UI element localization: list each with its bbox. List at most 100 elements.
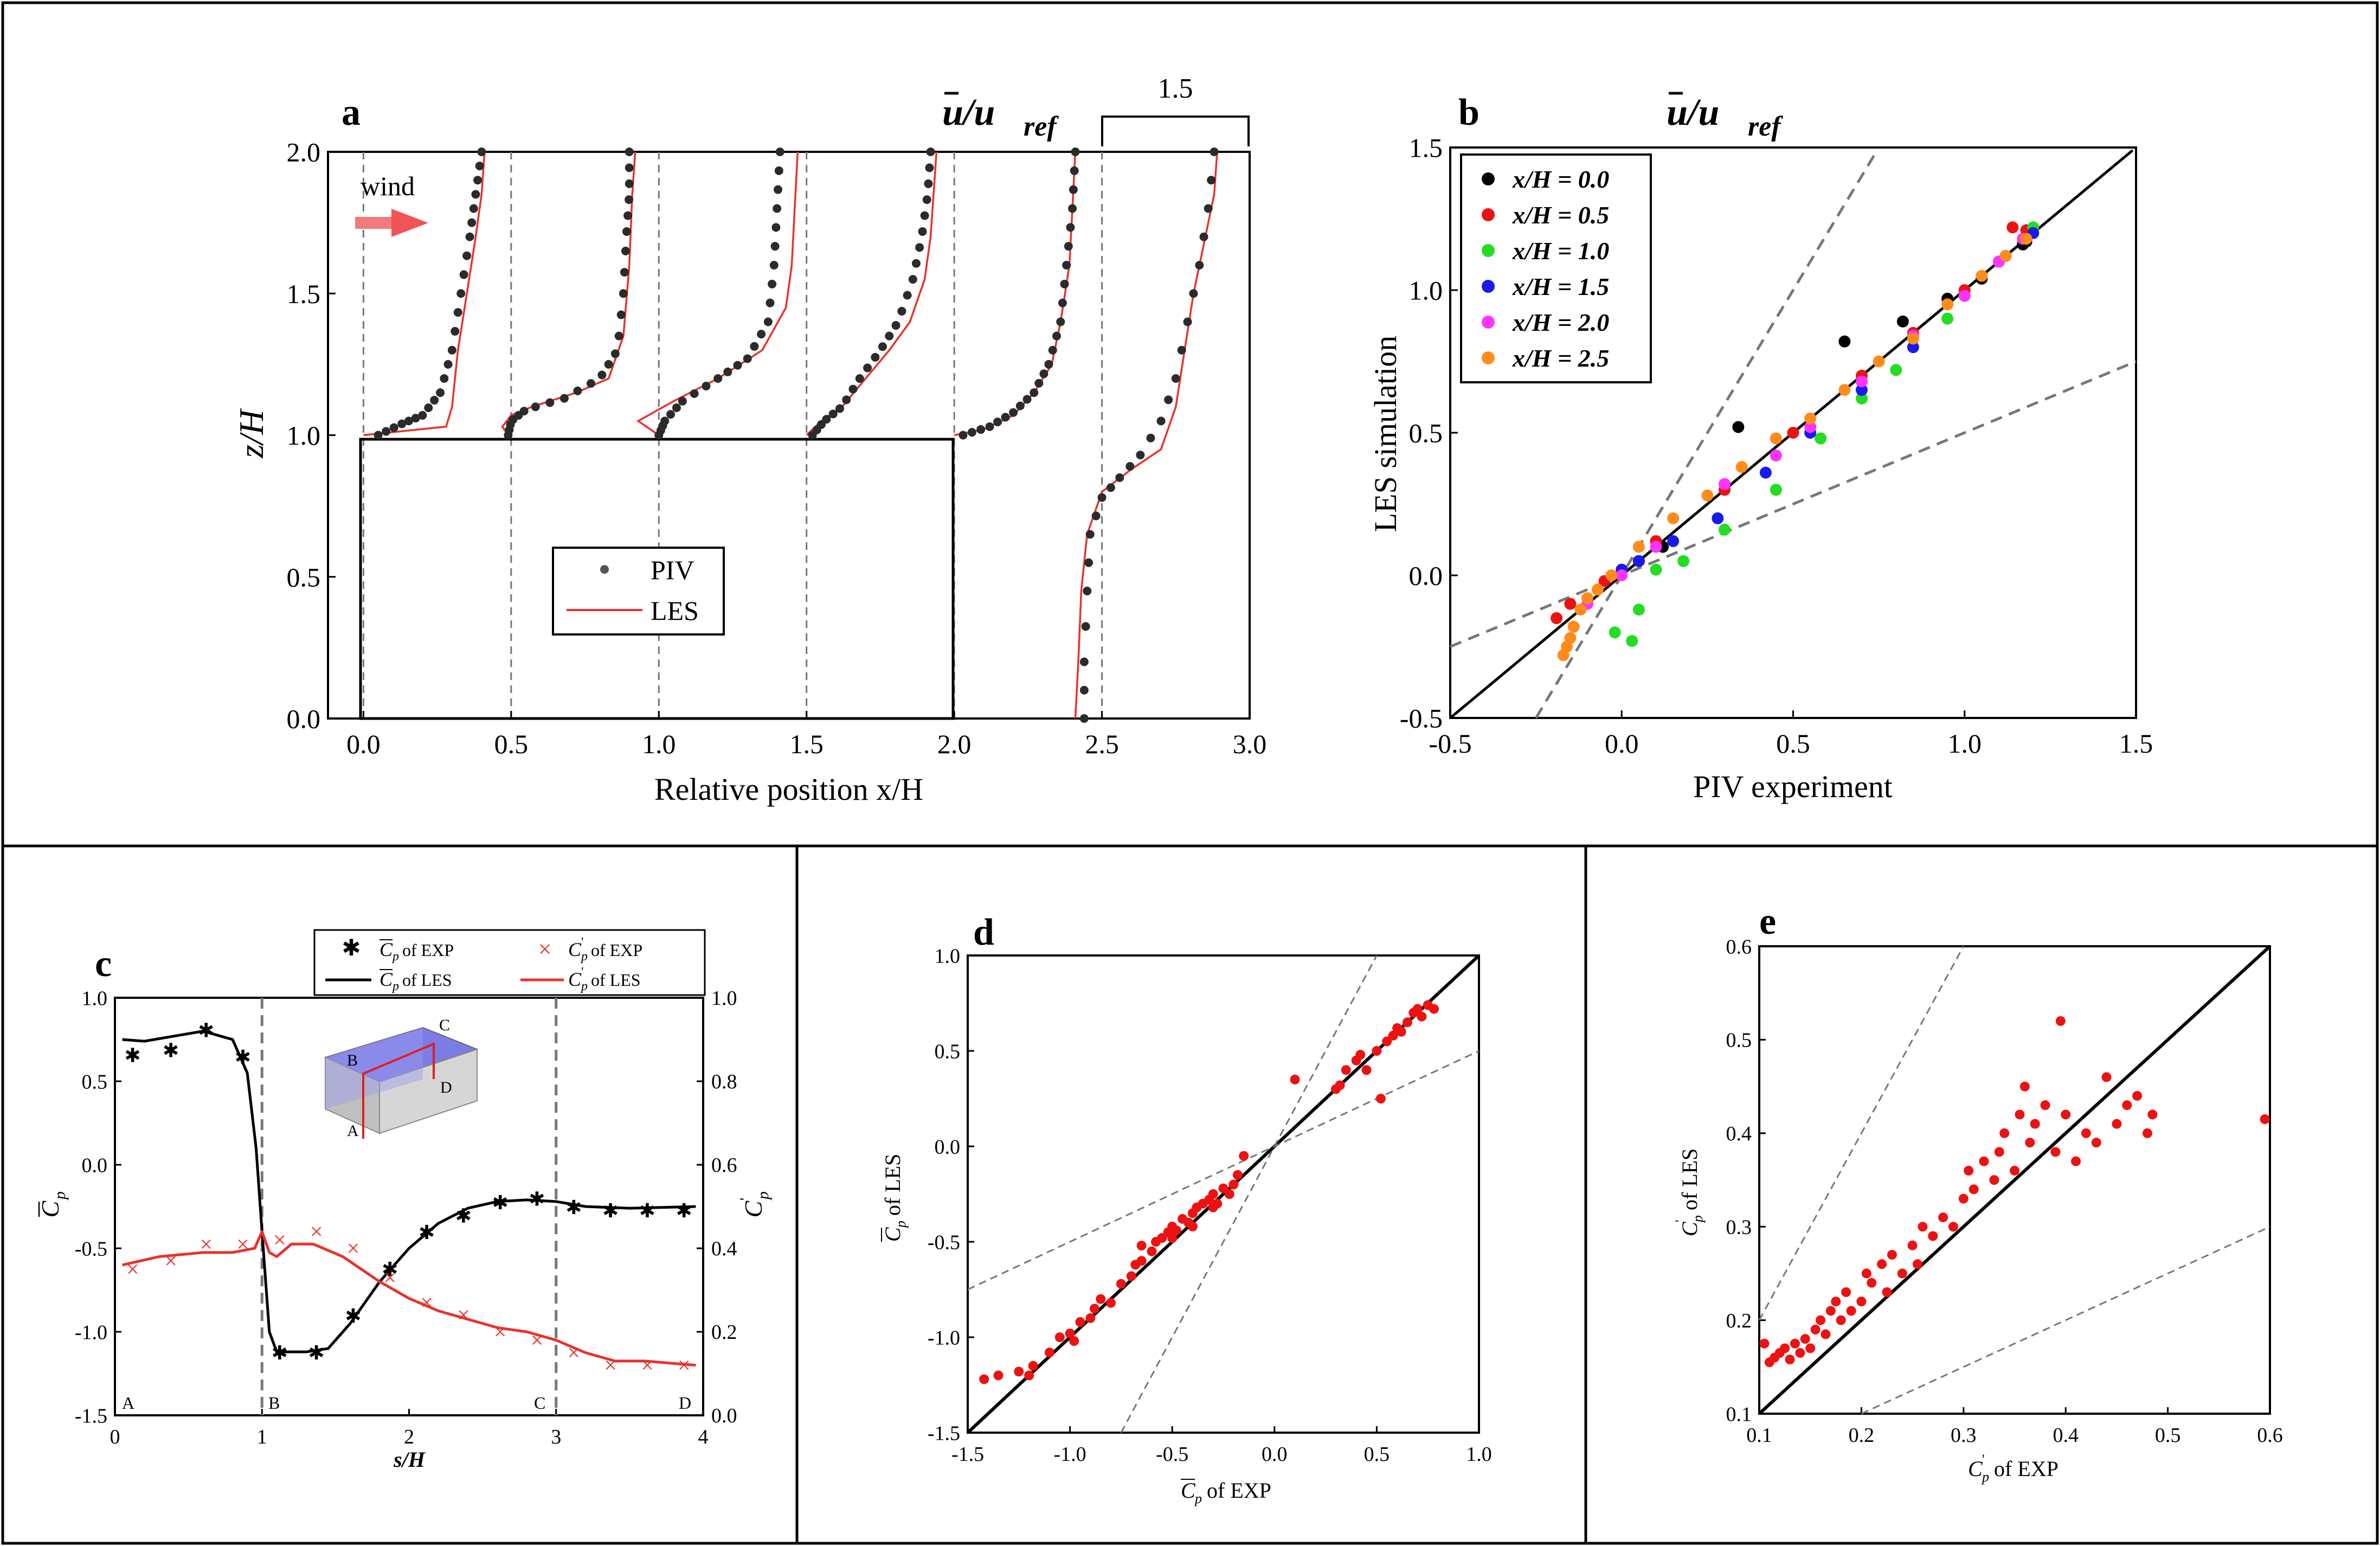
piv-point xyxy=(678,396,687,406)
path-label-b: B xyxy=(268,1393,280,1413)
piv-point xyxy=(1146,433,1155,442)
piv-point xyxy=(976,425,986,434)
y-right-tick-label: 1.0 xyxy=(711,987,737,1010)
panel-b: -0.5 0.0 0.5 1.0 1.5 -0.5 0.0 0.5 1.0 1.5 x/H = 0… xyxy=(1368,92,2153,804)
point-2 xyxy=(1890,364,1902,376)
piv-point xyxy=(620,268,629,277)
scatter-point xyxy=(1913,1259,1923,1269)
scatter-point xyxy=(1417,1011,1427,1022)
piv-point xyxy=(771,223,781,232)
scale-bracket-label: 1.5 xyxy=(1158,73,1193,104)
panel-d-points xyxy=(979,1000,1439,1384)
piv-point xyxy=(411,414,420,423)
scatter-point xyxy=(1989,1175,1999,1185)
piv-point xyxy=(993,418,1002,427)
les-profile-1 xyxy=(501,151,636,436)
panel-a-top-label-sub: ref xyxy=(1024,111,1059,142)
y-tick-label: 0.5 xyxy=(1726,1029,1752,1052)
piv-point xyxy=(1210,147,1219,156)
scatter-point xyxy=(1239,1151,1249,1161)
piv-point xyxy=(397,419,407,428)
les-profile-2 xyxy=(636,151,799,436)
piv-point xyxy=(1091,511,1101,521)
svg-text:': ' xyxy=(581,935,583,950)
panel-a-top-label-main: u/u xyxy=(942,92,995,133)
piv-point xyxy=(1001,413,1010,422)
piv-point xyxy=(985,422,994,431)
series-marker-2: × xyxy=(494,1320,507,1345)
piv-point xyxy=(1071,147,1080,156)
scatter-point xyxy=(2019,1081,2030,1092)
piv-point xyxy=(1085,530,1095,539)
scatter-point xyxy=(2260,1114,2270,1124)
inset-label-a: A xyxy=(347,1122,359,1140)
panel-c-ticks: 0 1 2 3 4 -1.5 -1.0 -0.5 0.0 0.5 1.0 0.0 0.2 0.4 0.6 0.… xyxy=(75,987,737,1448)
reference-line-2 xyxy=(967,1050,1480,1291)
legend-marker-1 xyxy=(1482,208,1495,221)
scatter-point xyxy=(1999,1128,2010,1138)
piv-point xyxy=(1189,289,1198,298)
y-tick-label: 0.0 xyxy=(287,704,321,734)
piv-point xyxy=(1044,360,1053,369)
point-5 xyxy=(1701,489,1714,502)
scatter-point xyxy=(1341,1065,1351,1075)
panel-c-ylabel-right-sub: p xyxy=(754,1191,772,1201)
piv-point xyxy=(1084,558,1093,567)
scatter-point xyxy=(1790,1338,1800,1349)
scatter-point xyxy=(1816,1315,1826,1325)
x-tick-label: 2.5 xyxy=(1085,729,1119,759)
piv-point xyxy=(924,179,933,188)
panel-label-a: a xyxy=(342,92,361,133)
scatter-point xyxy=(1208,1189,1218,1199)
inset-building-icon: B C D A xyxy=(324,1016,479,1140)
svg-text:C: C xyxy=(1968,1457,1983,1481)
y-tick-label: 0.5 xyxy=(935,1040,961,1063)
scatter-point xyxy=(2147,1109,2158,1120)
series-marker-2: × xyxy=(310,1220,323,1245)
x-tick-label: -0.5 xyxy=(1156,1443,1188,1466)
x-tick-label: 1.5 xyxy=(2119,728,2153,759)
scatter-point xyxy=(2091,1138,2101,1148)
point-1 xyxy=(2006,221,2019,234)
scatter-point xyxy=(1958,1194,1969,1204)
y-tick-label: 0.1 xyxy=(1726,1403,1752,1426)
point-2 xyxy=(1626,634,1638,647)
panel-a: 0.0 0.5 1.0 1.5 2.0 2.5 3.0 0.0 0.5 1.0 1.5 2.0 win… xyxy=(232,73,1266,807)
series-marker-2: × xyxy=(604,1353,617,1378)
legend-c-sub-4: p xyxy=(580,979,588,993)
panel-d-frame xyxy=(967,954,1480,1434)
piv-point xyxy=(1039,369,1049,379)
piv-point xyxy=(848,384,858,394)
panel-b-top-label: u/u ref xyxy=(1667,92,1783,142)
svg-text:C: C xyxy=(1181,1478,1196,1503)
panel-d-ylabel-sub: p xyxy=(893,1221,909,1229)
svg-text:': ' xyxy=(737,1198,755,1201)
x-tick-label: 0.5 xyxy=(2155,1424,2181,1447)
piv-point xyxy=(597,370,607,380)
scatter-point xyxy=(1126,1271,1136,1281)
panel-b-top-label-sub: ref xyxy=(1748,111,1783,142)
piv-point xyxy=(842,395,851,405)
y-tick-label: 0.0 xyxy=(82,1154,108,1177)
legend-label-2: x/H = 1.0 xyxy=(1512,237,1609,265)
piv-point xyxy=(835,404,844,413)
piv-point xyxy=(816,420,826,429)
point-3 xyxy=(1856,384,1868,396)
piv-point xyxy=(690,389,699,398)
scatter-point xyxy=(1228,1179,1239,1190)
piv-point xyxy=(451,326,460,336)
inset-label-c: C xyxy=(439,1016,450,1034)
x-tick-label: 1.0 xyxy=(1948,728,1982,759)
y-tick-label: 0.0 xyxy=(1409,561,1443,591)
point-3 xyxy=(1907,341,1919,354)
y-tick-label: -1.0 xyxy=(75,1321,107,1344)
legend-c-exp-rms-label: of EXP xyxy=(591,940,642,960)
panel-a-profiles xyxy=(363,147,1219,723)
scatter-point xyxy=(1948,1222,1958,1232)
piv-point xyxy=(1079,714,1089,723)
scatter-point xyxy=(1024,1370,1034,1381)
panel-d-ylabel-text: of LES xyxy=(880,1154,905,1216)
piv-point xyxy=(531,402,540,412)
scatter-point xyxy=(1106,1298,1116,1308)
y-tick-label: 0.6 xyxy=(1726,935,1752,958)
